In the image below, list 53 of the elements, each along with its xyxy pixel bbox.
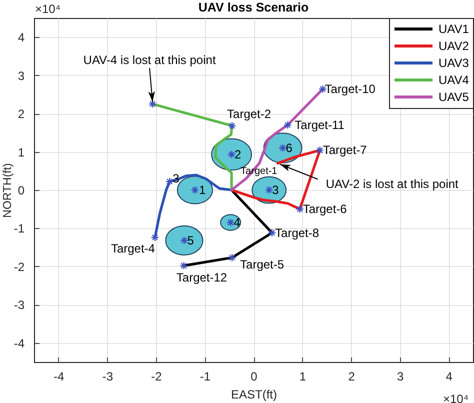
annotation: 5	[187, 233, 194, 248]
annotation: Target-5	[240, 258, 284, 272]
x-tick-label: 3	[396, 370, 404, 384]
legend-label: UAV4	[438, 73, 470, 87]
point	[148, 100, 157, 108]
legend-label: UAV5	[438, 90, 470, 104]
y-tick-label: -1	[14, 222, 25, 236]
x-tick-label: 0	[250, 370, 258, 384]
annotation: UAV-4 is lost at this point	[83, 53, 216, 67]
x-tick-label: -3	[102, 370, 114, 384]
y-tick-label: 1	[18, 145, 25, 160]
y-tick-label: 2	[18, 107, 25, 122]
x-tick-label: 1	[299, 370, 306, 384]
legend-label: UAV3	[438, 56, 470, 70]
annotation: Target-2	[227, 106, 272, 121]
annotation: Target-7	[322, 143, 368, 158]
annotation: Target-10	[324, 82, 376, 96]
point	[180, 262, 188, 270]
x-tick-label: -2	[151, 370, 162, 384]
annotation: 2	[234, 147, 242, 162]
point	[165, 177, 174, 186]
annotation: Target-12	[176, 270, 228, 285]
annotation: Target-8	[275, 226, 320, 240]
y-tick-label: -4	[14, 336, 25, 350]
x-tick-label: 2	[348, 370, 356, 384]
y-tick-label: 3	[18, 68, 25, 83]
annotation: 4	[234, 215, 241, 230]
y-tick-label: 0	[18, 184, 25, 198]
annotation: 3	[272, 183, 280, 197]
annotation: Target-6	[302, 202, 348, 216]
legend-label: UAV2	[438, 39, 470, 53]
point	[228, 253, 236, 262]
x-tick-label: -1	[200, 370, 211, 384]
annotation: 1	[198, 183, 206, 197]
annotation: UAV-2 is lost at this point	[326, 177, 460, 192]
x-tick-label: -4	[54, 370, 65, 384]
annotation: Target-4	[110, 241, 156, 256]
point	[150, 233, 160, 242]
legend-label: UAV1	[438, 22, 470, 36]
y-tick-label: -2	[14, 260, 25, 274]
annotation: Target-11	[294, 118, 345, 132]
point	[283, 120, 292, 130]
chart-title: UAV loss Scenario	[198, 0, 309, 14]
text: ×10⁴	[35, 2, 61, 16]
point	[228, 122, 236, 130]
x-axis-title: EAST(ft)	[230, 388, 278, 402]
y-tick-label: -3	[14, 298, 25, 312]
point	[190, 186, 200, 194]
y-tick-label: 4	[18, 30, 25, 45]
annotation: 6	[286, 140, 293, 155]
y-axis-title: NORTH(ft)	[2, 162, 14, 218]
x-tick-label: 4	[446, 370, 453, 384]
text: ×10⁴	[443, 392, 469, 403]
